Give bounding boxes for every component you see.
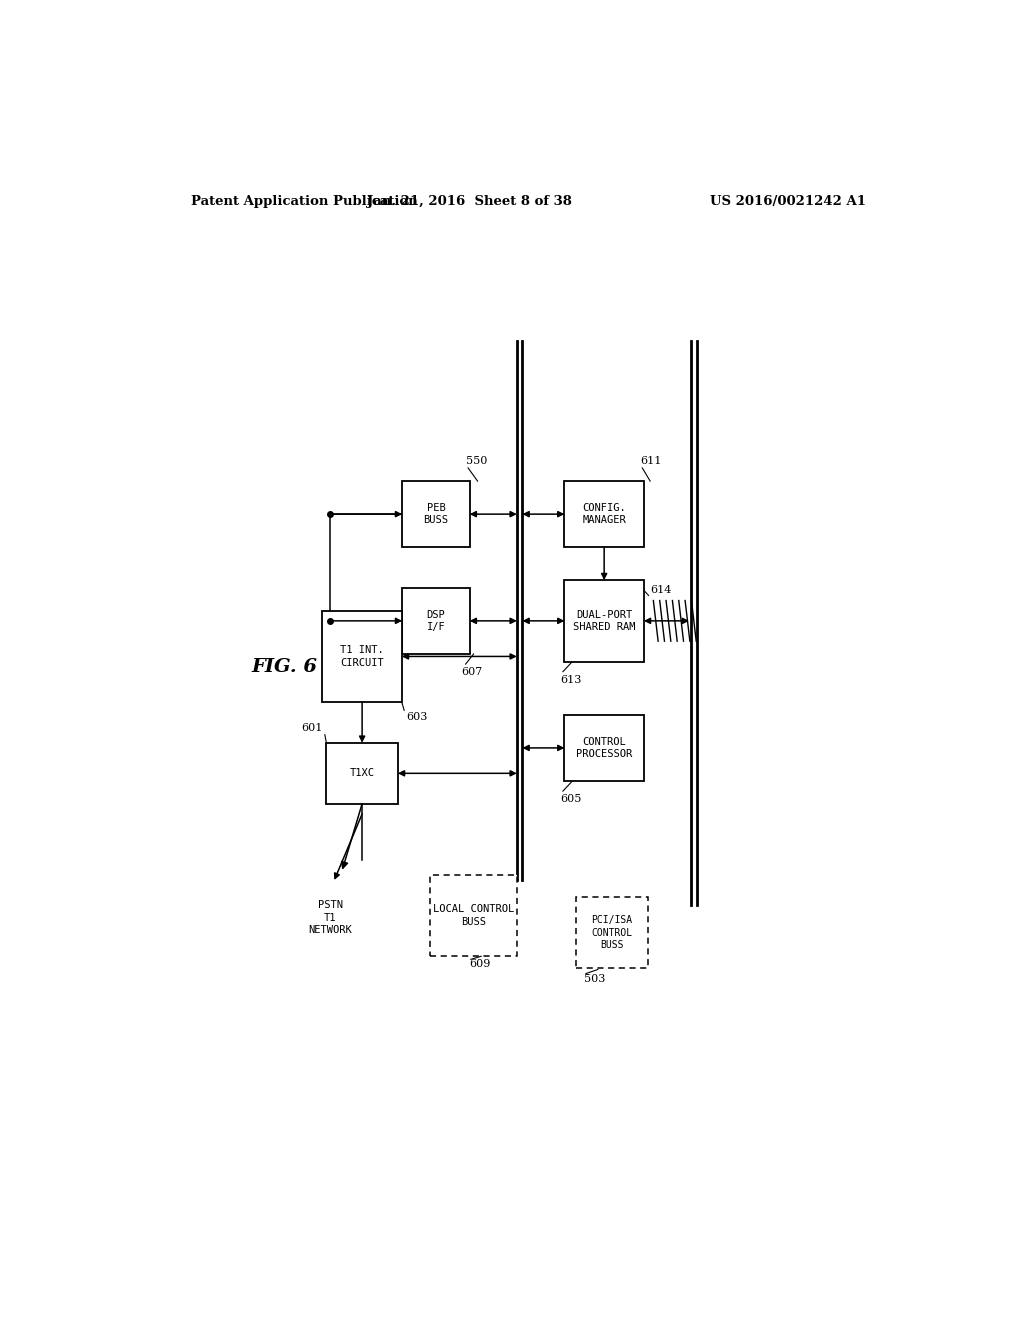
Text: T1 INT.
CIRCUIT: T1 INT. CIRCUIT xyxy=(340,645,384,668)
Text: DSP
I/F: DSP I/F xyxy=(427,610,445,632)
Text: CONTROL
PROCESSOR: CONTROL PROCESSOR xyxy=(577,737,632,759)
Bar xyxy=(402,587,470,653)
Bar xyxy=(430,875,517,956)
Text: DUAL-PORT
SHARED RAM: DUAL-PORT SHARED RAM xyxy=(572,610,636,632)
Text: FIG. 6: FIG. 6 xyxy=(251,657,317,676)
Text: Patent Application Publication: Patent Application Publication xyxy=(191,194,418,207)
Text: 605: 605 xyxy=(560,795,582,804)
Bar xyxy=(323,611,401,702)
Text: PSTN
T1
NETWORK: PSTN T1 NETWORK xyxy=(308,900,352,935)
Text: Jan. 21, 2016  Sheet 8 of 38: Jan. 21, 2016 Sheet 8 of 38 xyxy=(367,194,571,207)
Text: PCI/ISA
CONTROL
BUSS: PCI/ISA CONTROL BUSS xyxy=(592,916,633,950)
Text: CONFIG.
MANAGER: CONFIG. MANAGER xyxy=(583,503,626,525)
Text: 601: 601 xyxy=(301,722,323,733)
Bar xyxy=(564,480,644,548)
Text: US 2016/0021242 A1: US 2016/0021242 A1 xyxy=(710,194,866,207)
Text: 611: 611 xyxy=(640,455,662,466)
Text: 614: 614 xyxy=(650,585,672,595)
Bar xyxy=(564,715,644,781)
Text: 607: 607 xyxy=(462,667,483,677)
Text: 613: 613 xyxy=(560,675,582,685)
Bar xyxy=(327,743,397,804)
Bar xyxy=(564,581,644,661)
Bar xyxy=(577,898,648,969)
Text: PEB
BUSS: PEB BUSS xyxy=(423,503,449,525)
Text: 550: 550 xyxy=(466,455,487,466)
Text: T1XC: T1XC xyxy=(349,768,375,779)
Text: 609: 609 xyxy=(469,960,490,969)
Text: 503: 503 xyxy=(585,974,605,983)
Text: LOCAL CONTROL
BUSS: LOCAL CONTROL BUSS xyxy=(432,904,514,927)
Text: 603: 603 xyxy=(406,713,427,722)
Bar xyxy=(402,480,470,548)
